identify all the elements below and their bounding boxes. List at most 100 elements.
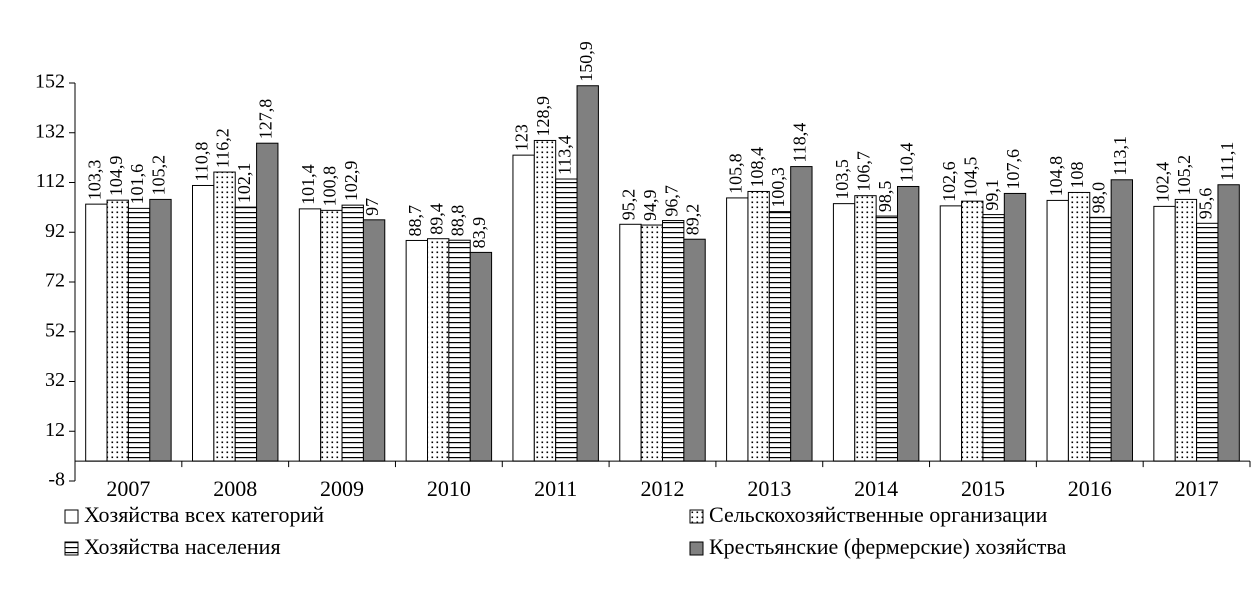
- y-tick-label: 112: [36, 170, 65, 192]
- bar: [1217, 184, 1240, 462]
- value-label: 116,2: [213, 128, 233, 168]
- bar: [939, 205, 963, 462]
- y-tick-label: 32: [45, 369, 65, 391]
- bar: [405, 239, 428, 462]
- bar: [362, 219, 386, 462]
- value-label: 100,3: [768, 167, 788, 208]
- bar: [875, 215, 898, 462]
- bar: [533, 139, 557, 462]
- value-label: 88,8: [448, 205, 468, 237]
- bar: [854, 195, 877, 462]
- y-tick-label: 152: [35, 71, 65, 93]
- bar: [576, 85, 599, 462]
- y-tick-label: -8: [48, 469, 65, 491]
- value-label: 110,8: [191, 142, 211, 182]
- y-tick-label: 132: [35, 120, 65, 142]
- value-label: 89,4: [426, 203, 446, 235]
- x-tick-label: 2010: [427, 476, 471, 501]
- x-tick-label: 2009: [320, 476, 364, 501]
- value-label: 95,2: [619, 189, 639, 221]
- value-label: 88,7: [405, 205, 425, 237]
- bar: [512, 154, 535, 462]
- x-tick-label: 2011: [534, 476, 577, 501]
- y-tick-label: 52: [45, 319, 65, 341]
- value-label: 104,5: [960, 157, 980, 198]
- value-label: 101,4: [298, 164, 318, 205]
- bar: [747, 190, 770, 462]
- x-tick-label: 2016: [1068, 476, 1112, 501]
- bar: [790, 166, 813, 462]
- legend-swatch: [689, 509, 704, 524]
- bar: [320, 209, 343, 462]
- value-label: 118,4: [789, 123, 809, 163]
- bar: [213, 171, 236, 462]
- value-label: 105,2: [1174, 155, 1194, 196]
- x-tick-label: 2014: [854, 476, 898, 501]
- bar: [234, 206, 258, 462]
- value-label: 101,6: [127, 164, 147, 205]
- value-label: 128,9: [533, 96, 553, 137]
- legend-swatch: [64, 509, 79, 524]
- x-tick-label: 2017: [1175, 476, 1219, 501]
- bar: [469, 251, 493, 462]
- y-tick-label: 72: [45, 270, 65, 292]
- value-label: 108,4: [747, 147, 767, 188]
- bar: [961, 200, 984, 462]
- x-tick-label: 2008: [213, 476, 257, 501]
- legend-label: Сельскохозяйственные организации: [709, 502, 1048, 527]
- bar: [619, 223, 642, 462]
- value-label: 102,4: [1153, 162, 1173, 203]
- bar: [982, 214, 1005, 462]
- bar: [640, 224, 663, 462]
- bar: [1196, 222, 1219, 462]
- value-label: 103,5: [832, 159, 852, 200]
- value-label: 105,8: [725, 153, 745, 194]
- value-label: 102,6: [939, 161, 959, 202]
- value-label: 108: [1067, 161, 1087, 188]
- value-label: 100,8: [319, 166, 339, 207]
- value-label: 96,7: [661, 185, 681, 217]
- legend-swatch: [64, 541, 79, 556]
- bar: [256, 142, 279, 462]
- value-label: 150,9: [576, 41, 596, 82]
- value-label: 103,3: [84, 160, 104, 201]
- y-tick-label: 12: [45, 419, 65, 441]
- bar: [726, 197, 749, 462]
- value-label: 95,6: [1195, 188, 1215, 220]
- value-label: 113,1: [1110, 136, 1130, 176]
- bar: [1089, 216, 1112, 462]
- bar: [106, 199, 129, 462]
- bar: [149, 198, 172, 462]
- bar: [298, 208, 322, 462]
- bar: [1110, 179, 1133, 462]
- bar: [768, 211, 792, 462]
- value-label: 110,4: [896, 143, 916, 183]
- legend-label: Хозяйства всех категорий: [84, 502, 324, 527]
- bar: [1174, 198, 1198, 462]
- bar: [127, 207, 151, 462]
- bar: [897, 185, 920, 462]
- value-label: 111,1: [1217, 142, 1237, 181]
- bar: [1003, 192, 1027, 462]
- bar: [683, 238, 706, 462]
- bar: [1046, 199, 1069, 462]
- legend-label: Хозяйства населения: [84, 534, 281, 559]
- bar: [832, 203, 856, 462]
- value-label: 104,9: [106, 156, 126, 197]
- value-label: 89,2: [683, 204, 703, 236]
- legend-label: Крестьянские (фермерские) хозяйства: [709, 534, 1067, 559]
- value-label: 106,7: [854, 151, 874, 192]
- value-label: 99,1: [982, 179, 1002, 211]
- value-label: 123: [512, 124, 532, 151]
- bar: [448, 239, 471, 462]
- bar: [192, 184, 215, 462]
- legend-swatch: [689, 541, 704, 556]
- value-label: 127,8: [255, 99, 275, 140]
- value-label: 97: [362, 198, 382, 216]
- value-label: 104,8: [1046, 156, 1066, 197]
- x-tick-label: 2015: [961, 476, 1005, 501]
- value-label: 98,5: [875, 181, 895, 213]
- bar: [1153, 205, 1176, 462]
- value-label: 94,9: [640, 190, 660, 222]
